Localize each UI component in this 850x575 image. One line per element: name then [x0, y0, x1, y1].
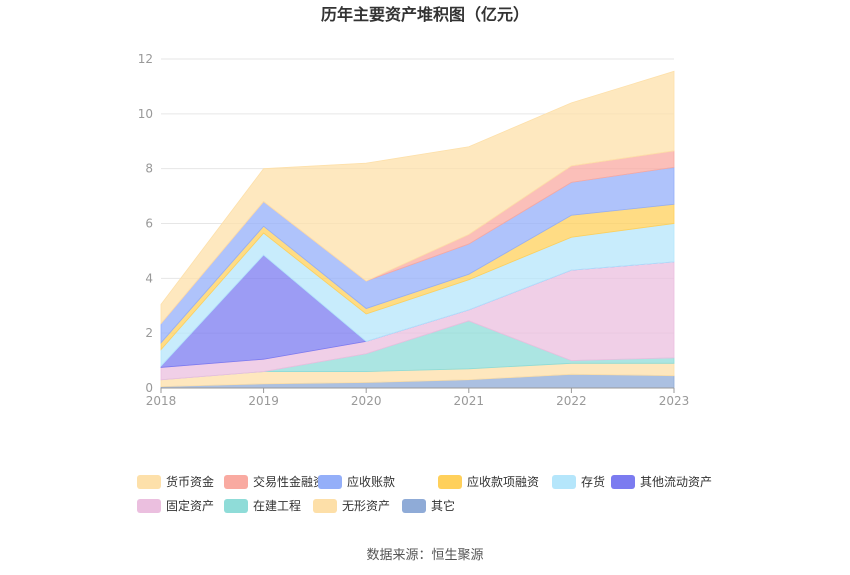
legend-item[interactable]: 在建工程: [224, 498, 301, 513]
legend-label: 其它: [431, 498, 455, 513]
legend-swatch: [224, 475, 248, 489]
legend-swatch: [611, 475, 635, 489]
legend-item[interactable]: 交易性金融资产: [224, 474, 337, 489]
legend-item[interactable]: 存货: [552, 474, 605, 489]
legend-label: 交易性金融资产: [253, 474, 337, 489]
legend-swatch: [224, 499, 248, 513]
x-tick-label: 2020: [351, 394, 382, 408]
x-tick-label: 2019: [248, 394, 279, 408]
x-axis: 2018 2019 2020 2021 2022 2023: [146, 387, 690, 408]
legend-label: 货币资金: [166, 474, 214, 489]
legend-swatch: [137, 499, 161, 513]
legend-item[interactable]: 应收款项融资: [438, 474, 539, 489]
legend-swatch: [552, 475, 576, 489]
y-tick-label: 10: [138, 107, 153, 121]
y-tick-label: 8: [145, 162, 153, 176]
legend-label: 无形资产: [342, 499, 390, 513]
legend-item[interactable]: 固定资产: [137, 498, 214, 513]
y-tick-label: 6: [145, 217, 153, 231]
x-tick-label: 2018: [146, 394, 177, 408]
area-9: [160, 70, 675, 325]
legend-label: 其他流动资产: [640, 475, 712, 489]
legend-item[interactable]: 其他流动资产: [611, 475, 712, 489]
source-text: 数据来源：恒生聚源: [366, 548, 483, 563]
y-tick-label: 12: [138, 52, 153, 66]
chart-title: 历年主要资产堆积图（亿元）: [321, 5, 529, 24]
legend-label: 存货: [581, 474, 605, 489]
legend-swatch: [402, 499, 426, 513]
legend-label: 在建工程: [253, 498, 301, 513]
legend-swatch: [313, 499, 337, 513]
y-tick-label: 4: [145, 271, 153, 285]
legend-label: 固定资产: [166, 498, 214, 513]
legend-item[interactable]: 无形资产: [313, 499, 390, 513]
y-axis: 0 2 4 6 8 10 12: [138, 52, 153, 395]
legend-label: 应收款项融资: [467, 474, 539, 489]
y-tick-label: 0: [145, 381, 153, 395]
legend-swatch: [438, 475, 462, 489]
area-series: [160, 70, 675, 389]
x-tick-label: 2021: [454, 394, 485, 408]
legend-item[interactable]: 其它: [402, 498, 455, 513]
y-tick-label: 2: [145, 326, 153, 340]
legend-item[interactable]: 应收账款: [318, 474, 395, 489]
legend-item[interactable]: 货币资金: [137, 474, 214, 489]
legend-swatch: [137, 475, 161, 489]
x-tick-label: 2022: [556, 394, 587, 408]
legend-swatch: [318, 475, 342, 489]
x-tick-label: 2023: [659, 394, 690, 408]
legend-label: 应收账款: [347, 474, 395, 489]
